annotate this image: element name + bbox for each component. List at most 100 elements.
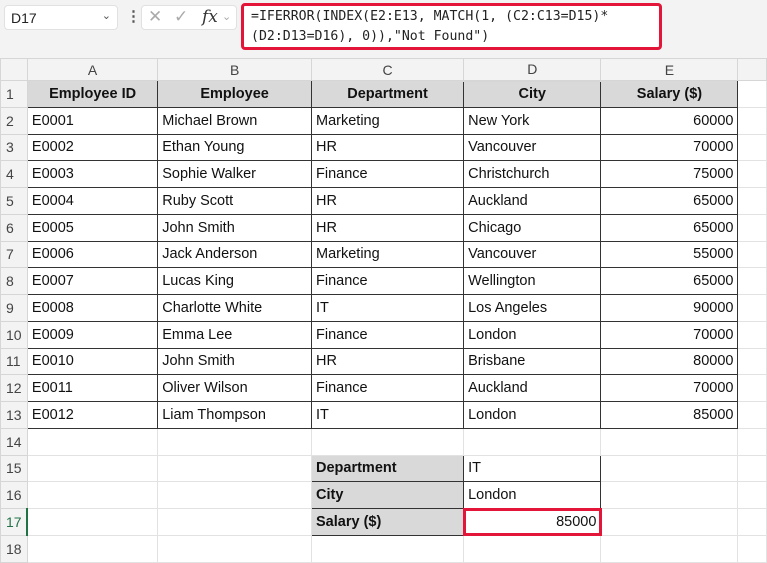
cell[interactable] xyxy=(737,160,767,188)
cell[interactable]: Liam Thompson xyxy=(157,401,312,429)
cell[interactable]: E0002 xyxy=(26,133,159,162)
cell[interactable]: HR xyxy=(310,347,465,376)
cell[interactable]: John Smith xyxy=(157,213,312,242)
header-cell[interactable]: City xyxy=(463,80,602,108)
cell[interactable]: Chicago xyxy=(463,213,602,242)
cell[interactable] xyxy=(157,427,312,456)
cell[interactable]: IT xyxy=(310,294,465,322)
cell[interactable]: 55000 xyxy=(600,240,739,269)
cell[interactable] xyxy=(26,427,159,456)
cell[interactable]: Finance xyxy=(310,160,465,188)
cell[interactable]: Los Angeles xyxy=(463,294,602,322)
cell[interactable] xyxy=(26,481,159,509)
cell[interactable]: 65000 xyxy=(600,267,739,295)
row-header-12[interactable]: 12 xyxy=(0,374,28,402)
row-header-17[interactable]: 17 xyxy=(0,508,29,536)
row-header-15[interactable]: 15 xyxy=(0,454,28,483)
cell[interactable]: Brisbane xyxy=(463,347,602,376)
cell[interactable]: E0006 xyxy=(26,240,159,269)
cell[interactable]: E0011 xyxy=(26,374,159,402)
row-header-7[interactable]: 7 xyxy=(0,240,28,269)
header-cell[interactable]: Department xyxy=(310,80,465,108)
cell[interactable]: Vancouver xyxy=(463,133,602,162)
cell[interactable] xyxy=(737,508,767,536)
cell[interactable]: Finance xyxy=(310,374,465,402)
lookup-label[interactable]: City xyxy=(310,481,465,509)
row-header-3[interactable]: 3 xyxy=(0,133,28,162)
cell[interactable] xyxy=(600,454,739,483)
column-header-F[interactable] xyxy=(737,58,767,81)
cell[interactable]: 65000 xyxy=(600,187,739,215)
enter-icon[interactable]: ✓ xyxy=(174,7,189,26)
cell[interactable] xyxy=(600,427,739,456)
row-header-11[interactable]: 11 xyxy=(0,347,28,376)
cell[interactable]: 60000 xyxy=(600,106,739,135)
cell[interactable]: 90000 xyxy=(600,294,739,322)
cell[interactable]: 70000 xyxy=(600,133,739,162)
cell[interactable] xyxy=(737,454,767,483)
select-all-corner[interactable] xyxy=(0,58,28,81)
cell[interactable]: Charlotte White xyxy=(157,294,312,322)
cell[interactable] xyxy=(737,294,767,322)
row-header-8[interactable]: 8 xyxy=(0,267,28,295)
cell[interactable] xyxy=(26,454,159,483)
cell[interactable]: Christchurch xyxy=(463,160,602,188)
cell[interactable]: Ethan Young xyxy=(157,133,312,162)
row-header-9[interactable]: 9 xyxy=(0,294,28,322)
row-header-13[interactable]: 13 xyxy=(0,401,28,429)
formula-input[interactable]: =IFERROR(INDEX(E2:E13, MATCH(1, (C2:C13=… xyxy=(241,3,662,50)
cell[interactable] xyxy=(310,427,465,456)
cell[interactable]: HR xyxy=(310,187,465,215)
cell[interactable] xyxy=(26,534,159,563)
cell[interactable]: Marketing xyxy=(310,240,465,269)
cell[interactable]: 75000 xyxy=(600,160,739,188)
cell[interactable]: E0007 xyxy=(26,267,159,295)
insert-function-icon[interactable]: fx xyxy=(202,7,218,27)
cell[interactable] xyxy=(310,534,465,563)
cell[interactable]: E0009 xyxy=(26,320,159,349)
header-cell[interactable]: Employee ID xyxy=(26,80,159,108)
row-header-1[interactable]: 1 xyxy=(0,80,28,108)
column-header-D[interactable]: D xyxy=(463,58,602,82)
cell[interactable] xyxy=(737,427,767,456)
chevron-down-icon[interactable]: ⌄ xyxy=(101,10,111,22)
cell[interactable] xyxy=(157,534,312,563)
column-header-A[interactable]: A xyxy=(26,58,159,81)
lookup-label[interactable]: Department xyxy=(310,454,465,483)
cell[interactable]: Marketing xyxy=(310,106,465,135)
cell[interactable]: Auckland xyxy=(463,374,602,402)
cell[interactable] xyxy=(737,106,767,135)
cell[interactable]: Jack Anderson xyxy=(157,240,312,269)
row-header-5[interactable]: 5 xyxy=(0,187,28,215)
cell[interactable]: London xyxy=(463,401,602,429)
cell[interactable] xyxy=(737,80,767,108)
cell[interactable] xyxy=(600,508,739,536)
cancel-icon[interactable]: ✕ xyxy=(148,7,163,26)
spreadsheet-grid[interactable]: A B C D E 1 Employee ID Employee Department City S… xyxy=(0,58,767,563)
cell[interactable]: London xyxy=(463,320,602,349)
cell[interactable]: E0010 xyxy=(26,347,159,376)
cell[interactable]: HR xyxy=(310,133,465,162)
cell[interactable] xyxy=(737,481,767,509)
cell[interactable]: IT xyxy=(310,401,465,429)
cell[interactable]: Finance xyxy=(310,267,465,295)
cell[interactable]: Emma Lee xyxy=(157,320,312,349)
cell[interactable] xyxy=(737,401,767,429)
cell[interactable]: 85000 xyxy=(600,401,739,429)
cell[interactable] xyxy=(737,320,767,349)
row-header-14[interactable]: 14 xyxy=(0,427,28,456)
row-header-18[interactable]: 18 xyxy=(0,534,28,563)
cell[interactable] xyxy=(737,133,767,162)
cell[interactable]: Ruby Scott xyxy=(157,187,312,215)
cell[interactable] xyxy=(737,267,767,295)
cell[interactable]: E0001 xyxy=(26,106,159,135)
header-cell[interactable]: Salary ($) xyxy=(600,80,739,108)
cell[interactable]: Vancouver xyxy=(463,240,602,269)
lookup-label[interactable]: Salary ($) xyxy=(310,508,465,536)
cell[interactable]: E0003 xyxy=(26,160,159,188)
cell[interactable] xyxy=(600,481,739,509)
cell[interactable]: Auckland xyxy=(463,187,602,215)
cell[interactable] xyxy=(26,508,159,536)
chevron-down-icon[interactable]: ⌄ xyxy=(222,11,232,23)
cell[interactable]: Michael Brown xyxy=(157,106,312,135)
